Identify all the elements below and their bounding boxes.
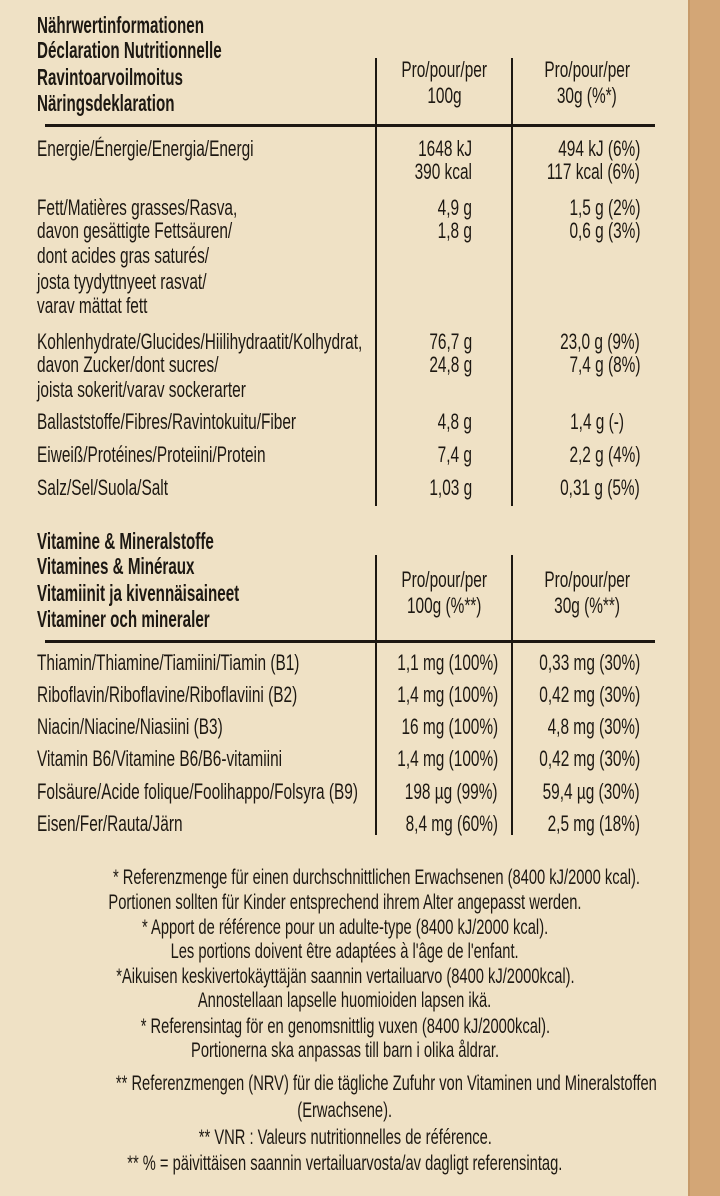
footnote: ** VNR : Valeurs nutritionnelles de réfé… (198, 1126, 492, 1149)
footnote: Les portions doivent être adaptées à l'â… (170, 940, 520, 963)
vit-col-header-30g-unit: 30g (%**) (554, 593, 620, 618)
row-label: Eiweiß/Protéines/Proteiini/Protein (37, 442, 266, 467)
value-per30: 494 kJ (6%) (557, 136, 640, 161)
column-divider (375, 58, 377, 506)
value-per100: 7,4 g (437, 442, 472, 467)
vit-col-header-100g: Pro/pour/per (401, 567, 487, 592)
vitamin-per30: 2,5 mg (18%) (547, 811, 640, 836)
vitamin-label: Thiamin/Thiamine/Tiamiini/Tiamin (B1) (37, 650, 300, 675)
vit-col-header-30g: Pro/pour/per (544, 567, 630, 592)
value-per100: 390 kcal (414, 159, 472, 184)
footnote: ** % = päivittäisen saannin vertailuarvo… (127, 1152, 563, 1175)
vitamin-label: Riboflavin/Riboflavine/Riboflaviini (B2) (37, 682, 298, 707)
row-label: varav mättat fett (37, 293, 148, 318)
value-per30: 0,31 g (5%) (560, 475, 640, 500)
value-per30: 117 kcal (6%) (546, 159, 640, 184)
vitamins-title-fi: Vitamiinit ja kivennäisaineet (37, 580, 240, 606)
vitamin-per100: 16 mg (100%) (401, 714, 498, 739)
nutrition-title-de: Nährwertinformationen (37, 12, 205, 38)
vitamin-label: Niacin/Niacine/Niasiini (B3) (37, 714, 223, 739)
vitamin-per30: 4,8 mg (30%) (547, 714, 640, 739)
row-label: davon gesättigte Fettsäuren/ (37, 218, 233, 243)
value-per100: 24,8 g (429, 352, 472, 377)
vitamin-per30: 0,33 mg (30%) (538, 650, 640, 675)
nutrition-title-fi: Ravintoarvoilmoitus (37, 64, 183, 90)
vitamin-per100: 8,4 mg (60%) (405, 811, 498, 836)
footnote: *Aikuisen keskivertokäyttäjän saannin ve… (115, 965, 575, 988)
row-label: Fett/Matières grasses/Rasva, (37, 195, 238, 220)
footnote: * Referenzmenge für einen durchschnittli… (112, 866, 640, 889)
value-per100: 1,8 g (437, 218, 472, 243)
col-header-100g-unit: 100g (426, 83, 462, 108)
value-per100: 1,03 g (429, 475, 472, 500)
row-label: Energie/Énergie/Energia/Energi (37, 136, 254, 161)
footnote: * Apport de référence pour un adulte-typ… (141, 916, 549, 939)
row-label: josta tyydyttnyeet rasvat/ (37, 269, 207, 294)
vitamins-title-de: Vitamine & Mineralstoffe (37, 528, 214, 554)
footnote: * Referensintag för en genomsnittlig vux… (140, 1015, 550, 1038)
value-per30: 2,2 g (4%) (568, 442, 640, 467)
row-label: dont acides gras saturés/ (37, 243, 210, 268)
column-divider (511, 555, 513, 835)
package-edge-strip (688, 0, 720, 1196)
vitamins-title-fr: Vitamines & Minéraux (37, 553, 195, 579)
vitamin-per30: 0,42 mg (30%) (538, 682, 640, 707)
vit-col-header-100g-unit: 100g (%**) (406, 593, 482, 618)
value-per30: 23,0 g (9%) (560, 329, 640, 354)
vitamin-per30: 59,4 µg (30%) (542, 779, 640, 804)
column-divider (511, 58, 513, 506)
value-per100: 76,7 g (429, 329, 472, 354)
footnote: ** Referenzmengen (NRV) für die tägliche… (115, 1072, 657, 1095)
vitamin-label: Eisen/Fer/Rauta/Järn (37, 811, 183, 836)
vitamin-label: Vitamin B6/Vitamine B6/B6-vitamiini (37, 746, 283, 771)
vitamins-title-sv: Vitaminer och mineraler (37, 606, 210, 632)
vitamin-per100: 1,4 mg (100%) (396, 746, 498, 771)
footnote: Portionerna ska anpassas till barn i oli… (190, 1039, 500, 1062)
header-rule (45, 124, 655, 127)
footnote: Portionen sollten für Kinder entsprechen… (108, 891, 582, 914)
col-header-30g: Pro/pour/per (544, 57, 630, 82)
vitamin-label: Folsäure/Acide folique/Foolihappo/Folsyr… (37, 779, 358, 804)
row-label: Kohlenhydrate/Glucides/Hiilihydraatit/Ko… (37, 329, 363, 354)
row-label: Salz/Sel/Suola/Salt (37, 475, 168, 500)
nutrition-title-fr: Déclaration Nutritionnelle (37, 37, 222, 63)
nutrition-title-sv: Näringsdeklaration (37, 90, 175, 116)
value-per30: 1,5 g (2%) (568, 195, 640, 220)
value-per30: 0,6 g (3%) (568, 218, 640, 243)
row-label: Ballaststoffe/Fibres/Ravintokuitu/Fiber (37, 409, 297, 434)
header-rule (45, 640, 655, 643)
value-per100: 4,9 g (437, 195, 472, 220)
value-per30: 7,4 g (8%) (568, 352, 640, 377)
row-label: davon Zucker/dont sucres/ (37, 352, 219, 377)
vitamin-per100: 1,4 mg (100%) (396, 682, 498, 707)
vitamin-per100: 198 µg (99%) (405, 779, 498, 804)
column-divider (375, 555, 377, 835)
row-label: joista sokerit/varav sockerarter (37, 377, 246, 402)
footnote: Annostellaan lapselle huomioiden lapsen … (198, 989, 492, 1012)
footnote: (Erwachsene). (297, 1099, 393, 1122)
col-header-30g-unit: 30g (%*) (557, 83, 617, 108)
value-per100: 1648 kJ (418, 136, 472, 161)
vitamin-per100: 1,1 mg (100%) (396, 650, 498, 675)
vitamin-per30: 0,42 mg (30%) (538, 746, 640, 771)
value-per30: 1,4 g (-) (570, 409, 624, 434)
value-per100: 4,8 g (437, 409, 472, 434)
col-header-100g: Pro/pour/per (401, 57, 487, 82)
